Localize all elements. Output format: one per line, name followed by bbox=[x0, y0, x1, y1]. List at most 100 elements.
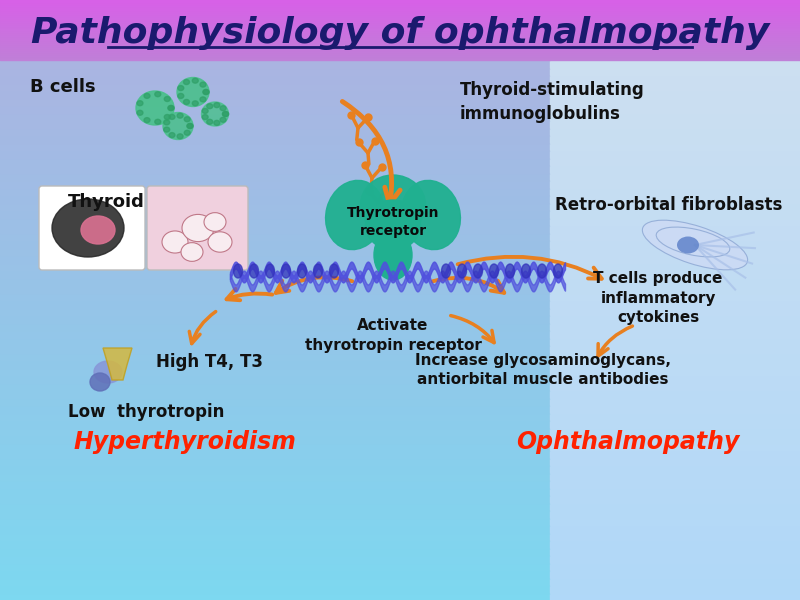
Bar bbox=[550, 0, 800, 7]
Bar bbox=[0, 284, 550, 292]
Bar bbox=[0, 39, 800, 42]
Bar bbox=[550, 419, 800, 427]
Bar bbox=[550, 202, 800, 210]
Ellipse shape bbox=[90, 373, 110, 391]
Bar bbox=[0, 43, 800, 46]
Bar bbox=[550, 352, 800, 360]
Bar bbox=[550, 464, 800, 473]
Ellipse shape bbox=[206, 104, 213, 109]
Bar bbox=[550, 119, 800, 127]
Bar bbox=[550, 232, 800, 240]
Bar bbox=[550, 509, 800, 517]
Bar bbox=[550, 254, 800, 263]
Bar bbox=[0, 14, 550, 22]
Bar bbox=[0, 577, 550, 585]
Bar bbox=[0, 47, 800, 50]
Bar bbox=[550, 592, 800, 600]
Bar bbox=[550, 329, 800, 337]
Bar bbox=[550, 187, 800, 195]
Ellipse shape bbox=[222, 112, 229, 116]
Ellipse shape bbox=[81, 216, 115, 244]
Bar bbox=[550, 97, 800, 105]
Bar bbox=[0, 322, 550, 330]
Bar bbox=[0, 45, 800, 48]
Bar bbox=[0, 19, 800, 22]
Bar bbox=[0, 419, 550, 427]
Ellipse shape bbox=[522, 264, 530, 278]
Bar bbox=[0, 21, 800, 24]
Bar bbox=[0, 112, 550, 120]
Ellipse shape bbox=[554, 264, 562, 278]
Bar bbox=[0, 569, 550, 577]
Bar bbox=[0, 479, 550, 487]
Ellipse shape bbox=[220, 106, 226, 111]
Bar bbox=[0, 13, 800, 16]
Ellipse shape bbox=[250, 264, 258, 278]
Ellipse shape bbox=[94, 361, 122, 383]
Bar bbox=[0, 27, 800, 30]
Bar bbox=[0, 449, 550, 457]
Ellipse shape bbox=[330, 264, 338, 278]
Bar bbox=[0, 157, 550, 165]
Bar bbox=[0, 209, 550, 217]
Ellipse shape bbox=[656, 227, 730, 257]
Bar bbox=[550, 404, 800, 413]
Bar bbox=[550, 442, 800, 450]
Ellipse shape bbox=[164, 127, 170, 132]
Ellipse shape bbox=[490, 264, 498, 278]
Bar bbox=[0, 104, 550, 113]
Bar bbox=[550, 269, 800, 277]
Bar bbox=[0, 269, 550, 277]
Bar bbox=[550, 397, 800, 405]
Ellipse shape bbox=[222, 112, 229, 116]
Bar bbox=[550, 194, 800, 202]
Ellipse shape bbox=[144, 94, 150, 98]
Ellipse shape bbox=[314, 264, 322, 278]
Bar bbox=[0, 41, 800, 44]
Ellipse shape bbox=[192, 101, 198, 106]
Bar bbox=[0, 509, 550, 517]
Bar bbox=[550, 59, 800, 67]
Bar bbox=[0, 15, 800, 18]
Bar bbox=[0, 262, 550, 270]
Bar bbox=[550, 164, 800, 173]
Ellipse shape bbox=[168, 106, 174, 110]
Bar bbox=[0, 0, 800, 2]
Bar bbox=[0, 539, 550, 547]
Bar bbox=[0, 179, 550, 187]
Text: Thyroid: Thyroid bbox=[68, 193, 145, 211]
Bar bbox=[0, 502, 550, 510]
Text: Increase glycosaminoglycans,
antiorbital muscle antibodies: Increase glycosaminoglycans, antiorbital… bbox=[415, 353, 671, 388]
Bar bbox=[550, 502, 800, 510]
Ellipse shape bbox=[442, 264, 450, 278]
Bar bbox=[550, 277, 800, 285]
Ellipse shape bbox=[137, 110, 143, 115]
Bar bbox=[0, 49, 800, 52]
Bar bbox=[0, 382, 550, 390]
Bar bbox=[0, 5, 800, 8]
Bar bbox=[0, 547, 550, 555]
Bar bbox=[550, 569, 800, 577]
Bar bbox=[0, 37, 800, 40]
Bar bbox=[550, 494, 800, 503]
Bar bbox=[550, 554, 800, 563]
Ellipse shape bbox=[154, 92, 161, 97]
Bar bbox=[0, 524, 550, 533]
Bar bbox=[550, 149, 800, 157]
Bar bbox=[0, 164, 550, 173]
Text: Activate
thyrotropin receptor: Activate thyrotropin receptor bbox=[305, 318, 482, 353]
Bar bbox=[0, 149, 550, 157]
Ellipse shape bbox=[202, 102, 229, 126]
Bar bbox=[0, 532, 550, 540]
Text: Hyperthyroidism: Hyperthyroidism bbox=[74, 430, 297, 454]
Ellipse shape bbox=[169, 115, 175, 119]
Ellipse shape bbox=[169, 133, 175, 137]
FancyBboxPatch shape bbox=[147, 186, 248, 270]
Bar bbox=[0, 57, 800, 60]
Bar bbox=[550, 547, 800, 555]
Bar bbox=[550, 89, 800, 97]
Bar bbox=[550, 322, 800, 330]
Bar bbox=[0, 442, 550, 450]
Ellipse shape bbox=[326, 181, 385, 250]
Ellipse shape bbox=[183, 100, 190, 104]
